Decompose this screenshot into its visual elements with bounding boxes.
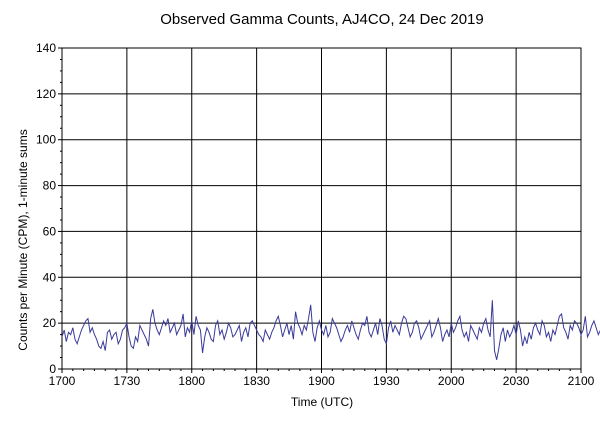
y-tick-label: 140 (36, 41, 56, 55)
y-tick-label: 100 (36, 133, 56, 147)
x-tick-label: 1930 (373, 374, 400, 388)
y-tick-label: 40 (43, 270, 57, 284)
y-tick-label: 0 (49, 362, 56, 376)
chart-title: Observed Gamma Counts, AJ4CO, 24 Dec 201… (160, 11, 484, 28)
axis-ticks (58, 47, 582, 373)
y-tick-label: 120 (36, 87, 56, 101)
x-tick-label: 1730 (114, 374, 141, 388)
x-tick-label: 2100 (568, 374, 595, 388)
x-axis-label: Time (UTC) (291, 395, 353, 409)
x-tick-label: 1830 (243, 374, 270, 388)
grid (62, 48, 581, 369)
y-axis-label: Counts per Minute (CPM), 1-minute sums (16, 129, 30, 350)
y-tick-labels: 0 20 40 60 80 100 120 140 (36, 41, 56, 376)
x-tick-label: 2000 (438, 374, 465, 388)
x-tick-label: 2030 (503, 374, 530, 388)
x-tick-label: 1900 (308, 374, 335, 388)
y-tick-label: 80 (43, 179, 57, 193)
y-tick-label: 60 (43, 224, 57, 238)
x-tick-labels: 1700 1730 1800 1830 1900 1930 2000 2030 2100 (49, 374, 595, 388)
x-tick-label: 1800 (178, 374, 205, 388)
y-tick-label: 20 (43, 316, 57, 330)
series-line-gamma-counts (61, 300, 600, 360)
x-tick-label: 1700 (49, 374, 76, 388)
